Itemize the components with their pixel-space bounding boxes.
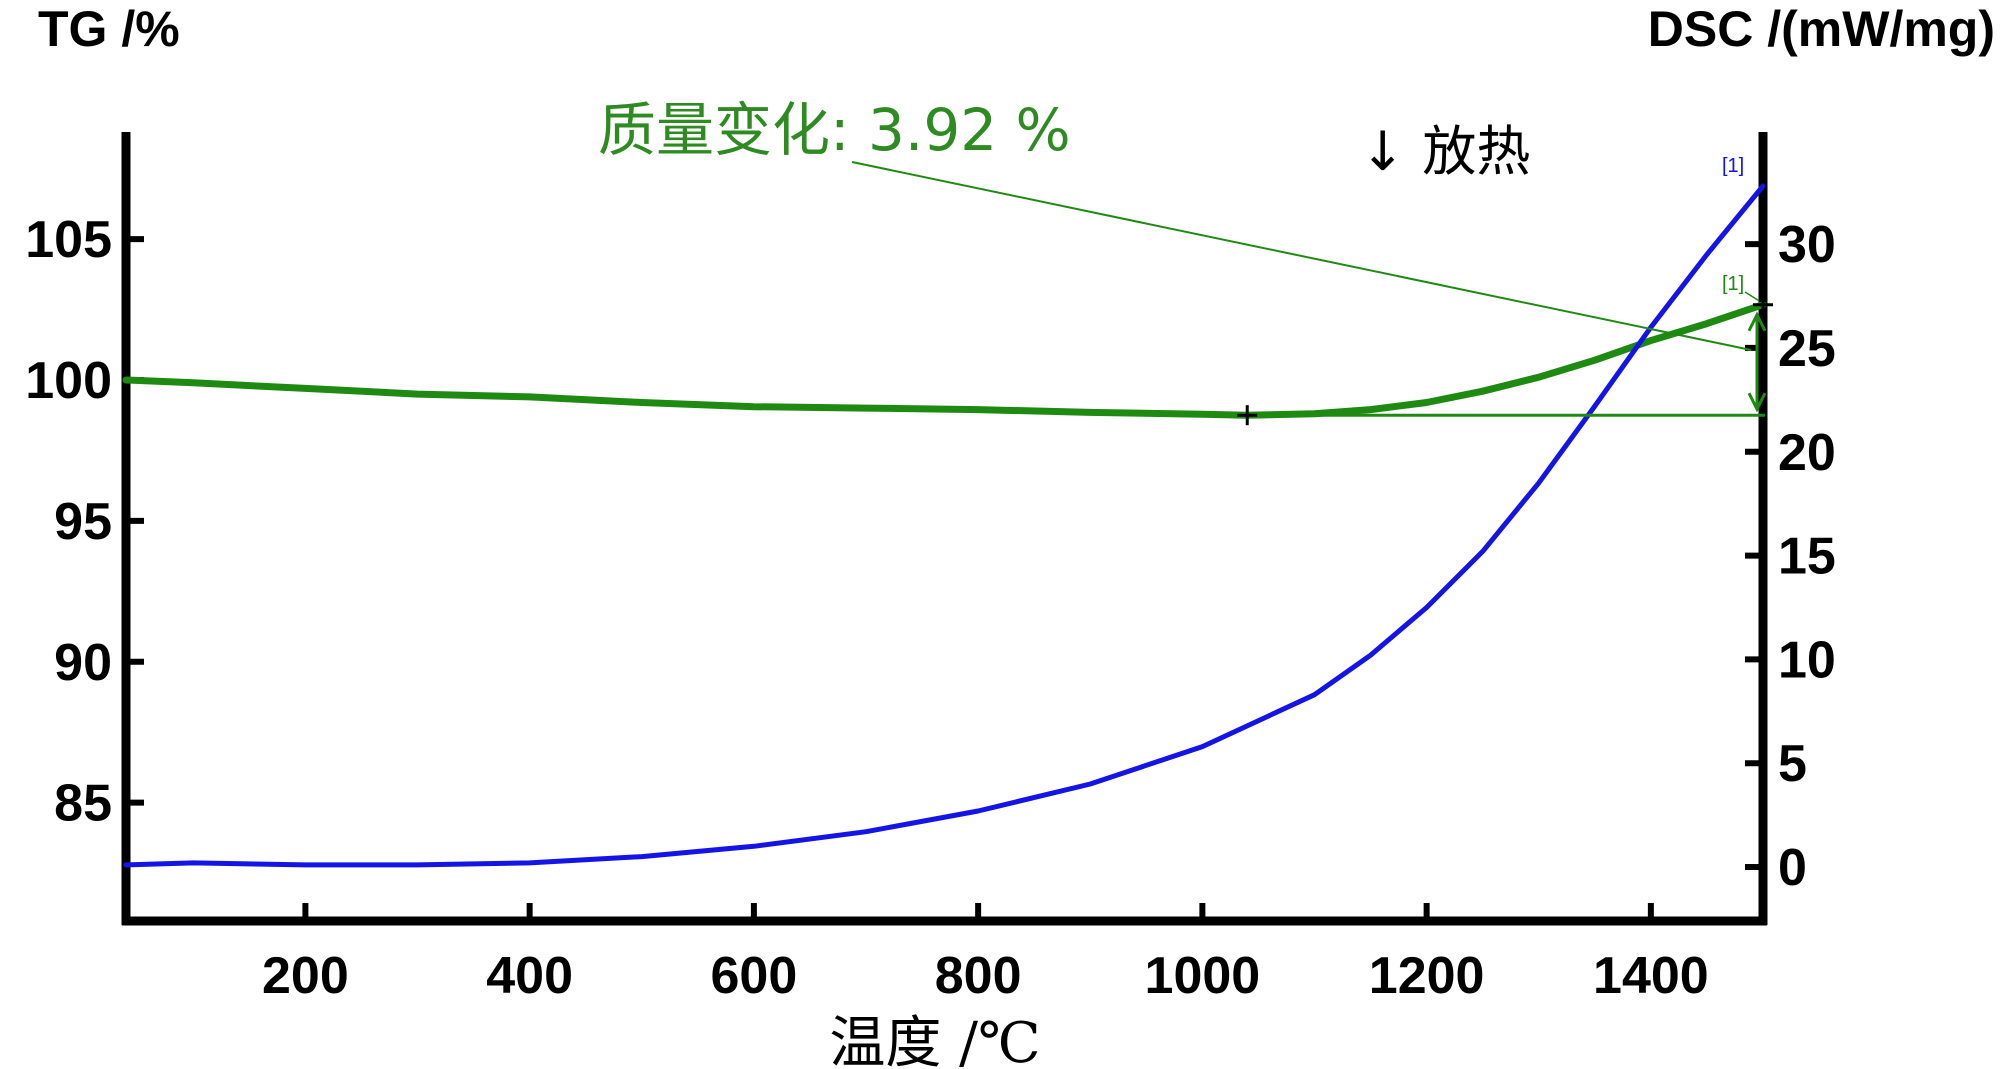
mass-arrow-head-up	[1747, 311, 1767, 332]
dsc-series-line	[123, 183, 1766, 868]
left-axis-title: TG /%	[38, 1, 180, 57]
x-tick-label-200: 200	[262, 947, 349, 1005]
x-tick-label-1000: 1000	[1145, 947, 1261, 1005]
plot-frame	[121, 132, 1768, 926]
x-tick-label-600: 600	[711, 947, 798, 1005]
x-tick-label-400: 400	[486, 947, 573, 1005]
dsc-end-marker: [1]	[1722, 155, 1744, 177]
x-tick-label-800: 800	[935, 947, 1022, 1005]
right-tick-label-0: 0	[1778, 839, 1807, 897]
tg-series-line	[122, 301, 1767, 419]
right-axis-title: DSC /(mW/mg)	[1648, 1, 1995, 57]
left-tick-label-85: 85	[54, 775, 112, 833]
mass-leader-line	[851, 161, 1752, 351]
tg-marker-leader	[1744, 291, 1760, 302]
mass-change-annotation: 质量变化: 3.92 %	[598, 96, 1071, 164]
mass-change-construction	[851, 161, 1773, 426]
x-axis-ticks: 200 400 600 800 1000 1200 1400	[262, 903, 1709, 1005]
x-tick-label-1400: 1400	[1593, 947, 1709, 1005]
left-tick-label-100: 100	[25, 352, 112, 410]
right-tick-label-30: 30	[1778, 216, 1836, 274]
x-tick-label-1200: 1200	[1369, 947, 1485, 1005]
left-axis-ticks: 85 90 95 100 105	[25, 211, 144, 833]
right-tick-label-10: 10	[1778, 631, 1836, 689]
right-tick-label-20: 20	[1778, 424, 1836, 482]
right-tick-label-25: 25	[1778, 320, 1836, 378]
right-tick-label-15: 15	[1778, 528, 1836, 586]
mass-arrow-head-down	[1747, 392, 1767, 413]
right-axis-ticks: 0 5 10 15 20 25 30	[1745, 216, 1836, 897]
right-tick-label-5: 5	[1778, 735, 1807, 793]
left-tick-label-95: 95	[54, 493, 112, 551]
left-tick-label-90: 90	[54, 634, 112, 692]
left-tick-label-105: 105	[25, 211, 112, 269]
tg-end-marker: [1]	[1722, 273, 1744, 295]
x-axis-title: 温度 /℃	[829, 1011, 1040, 1069]
exothermic-annotation: ↓ 放热	[1360, 120, 1530, 183]
